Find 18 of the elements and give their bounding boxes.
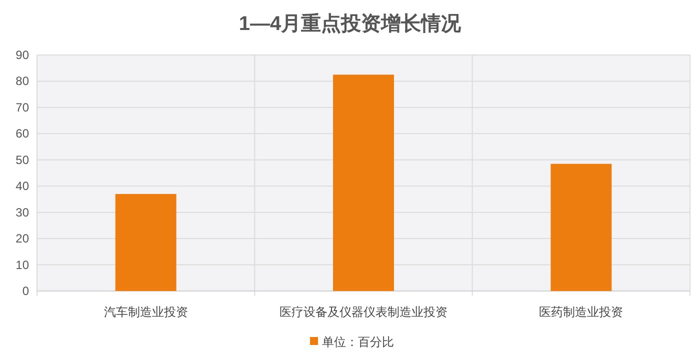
y-tick-label: 20 (16, 232, 30, 246)
y-tick-label: 40 (16, 179, 30, 194)
bar (115, 194, 176, 291)
bar (333, 74, 394, 291)
y-tick-label: 80 (16, 74, 30, 88)
y-tick-label: 70 (16, 100, 30, 114)
x-tick-label: 医药制造业投资 (539, 305, 624, 319)
legend-label: 单位：百分比 (322, 335, 394, 349)
y-tick-label: 30 (16, 205, 30, 220)
y-tick-label: 60 (16, 126, 30, 141)
y-tick-label: 90 (16, 48, 30, 62)
x-tick-label: 汽车制造业投资 (104, 305, 188, 319)
y-tick-label: 50 (16, 152, 30, 167)
y-tick-label: 10 (16, 258, 30, 272)
y-tick-label: 0 (22, 284, 30, 298)
chart-title: 1—4月重点投资增长情况 (238, 12, 462, 35)
x-tick-label: 医疗设备及仪器仪表制造业投资 (280, 305, 448, 319)
bar (550, 164, 612, 291)
